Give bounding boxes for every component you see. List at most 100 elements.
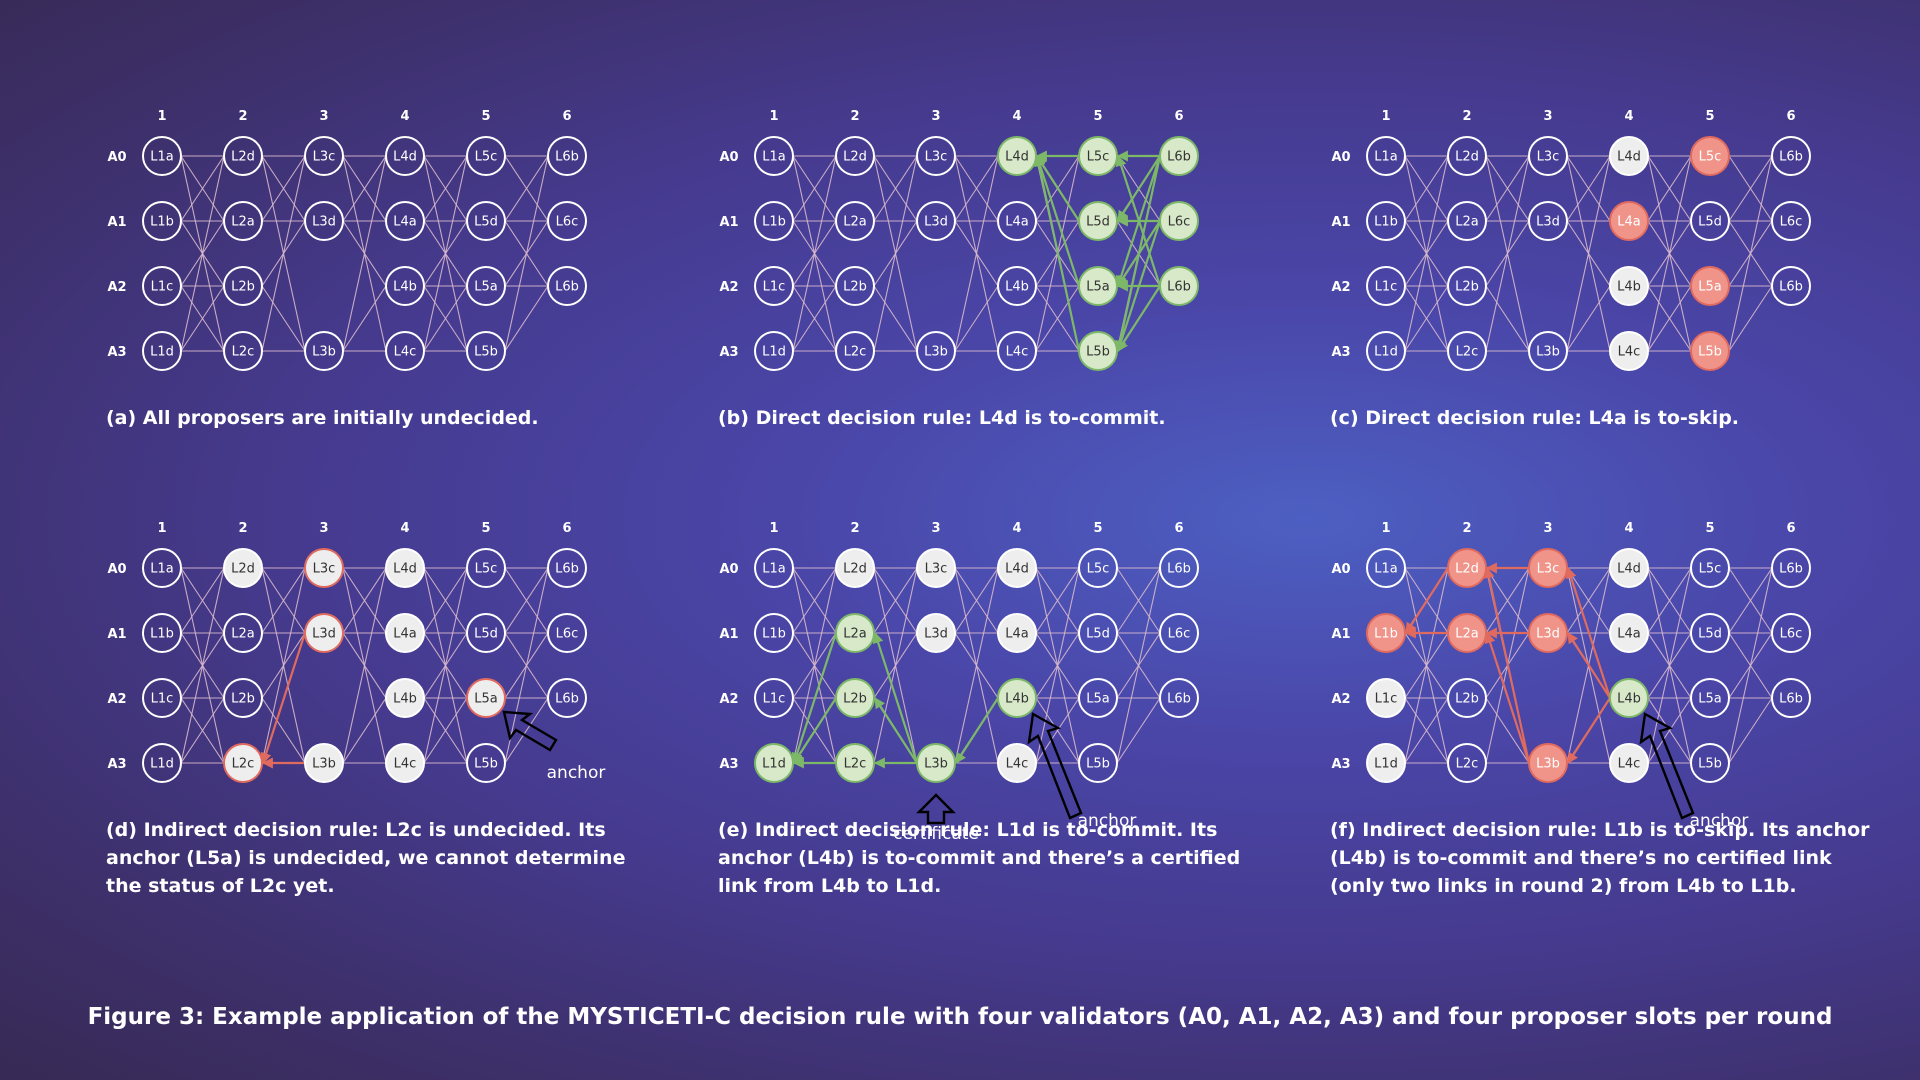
svg-text:L2d: L2d [843, 150, 867, 165]
node-l2a: L2a [223, 613, 263, 653]
svg-text:L4a: L4a [393, 627, 416, 642]
caption-e: (e) Indirect decision rule: L1d is to-co… [718, 816, 1240, 900]
dag-edge [1116, 567, 1161, 634]
svg-text:L4d: L4d [1617, 562, 1641, 577]
round-label: 2 [850, 109, 859, 124]
node-l6b: L6b [1771, 678, 1811, 718]
edge-group [792, 155, 1161, 352]
dag-edge [342, 697, 387, 764]
svg-text:L5d: L5d [1698, 215, 1722, 230]
caption-line: the status of L2c yet. [106, 875, 335, 897]
svg-text:L4c: L4c [394, 757, 417, 772]
node-l1c: L1c [754, 266, 794, 306]
validator-label: A3 [719, 757, 738, 772]
svg-text:L1c: L1c [151, 692, 174, 707]
svg-text:L5b: L5b [474, 345, 498, 360]
node-l3b: L3b [916, 331, 956, 371]
node-l2b: L2b [1447, 678, 1487, 718]
node-l1a: L1a [142, 136, 182, 176]
node-l6c: L6c [1159, 613, 1199, 653]
dag-edge [261, 285, 306, 352]
node-l3d: L3d [1528, 613, 1568, 653]
dag-edge [504, 567, 549, 634]
svg-text:L5b: L5b [1698, 757, 1722, 772]
svg-text:L4a: L4a [1005, 215, 1028, 230]
node-l3c: L3c [916, 136, 956, 176]
node-l3c: L3c [1528, 548, 1568, 588]
node-l1d: L1d [142, 743, 182, 783]
validator-label: A2 [1331, 692, 1350, 707]
highlight-edge [1484, 631, 1531, 764]
highlight-edge [260, 632, 307, 765]
round-label: 6 [1174, 109, 1183, 124]
svg-text:L3d: L3d [312, 627, 336, 642]
node-l3c: L3c [304, 548, 344, 588]
svg-text:L5a: L5a [1698, 280, 1721, 295]
node-l5b: L5b [1690, 331, 1730, 371]
round-label: 4 [1624, 521, 1633, 536]
validator-label: A0 [1331, 562, 1350, 577]
node-l5a: L5a [1078, 266, 1118, 306]
validator-label: A1 [107, 215, 126, 230]
svg-text:L1d: L1d [150, 757, 174, 772]
node-l2a: L2a [835, 201, 875, 241]
caption-d: (d) Indirect decision rule: L2c is undec… [106, 816, 625, 900]
svg-text:L1a: L1a [1374, 562, 1397, 577]
node-l2a: L2a [1447, 613, 1487, 653]
node-l2b: L2b [223, 678, 263, 718]
anchor-label: anchor [1078, 811, 1137, 831]
node-l4b: L4b [997, 678, 1037, 718]
node-l4a: L4a [385, 613, 425, 653]
node-l2a: L2a [1447, 201, 1487, 241]
node-l6b: L6b [547, 548, 587, 588]
panel-f: 1 2 3 4 5 6 A0 A1 A2 A3 L1a L1b L1c L1d L2d L2a L2b L2c L3… [1331, 521, 1811, 831]
svg-text:L4b: L4b [1005, 692, 1029, 707]
dag-edge [1404, 155, 1449, 222]
dag-edge [180, 697, 225, 764]
round-label: 2 [238, 521, 247, 536]
round-label: 2 [1462, 521, 1471, 536]
node-l3b: L3b [1528, 331, 1568, 371]
svg-text:L5a: L5a [474, 280, 497, 295]
svg-text:L6c: L6c [556, 627, 579, 642]
svg-text:L5d: L5d [474, 215, 498, 230]
node-l2c: L2c [835, 331, 875, 371]
validator-label: A3 [719, 345, 738, 360]
dag-edge [1647, 567, 1692, 634]
svg-text:L3b: L3b [1536, 757, 1560, 772]
svg-text:L1b: L1b [1374, 627, 1398, 642]
dag-edge [1647, 155, 1692, 352]
svg-text:L5a: L5a [1086, 692, 1109, 707]
dag-edge [792, 567, 837, 634]
dag-edge [1566, 155, 1611, 222]
round-label: 1 [157, 521, 166, 536]
highlight-edge [955, 697, 999, 764]
round-label: 2 [1462, 109, 1471, 124]
svg-text:L3d: L3d [1536, 627, 1560, 642]
round-label: 3 [931, 109, 940, 124]
dag-edge [1404, 285, 1449, 352]
svg-text:L2d: L2d [1455, 150, 1479, 165]
svg-text:L4c: L4c [394, 345, 417, 360]
dag-edge [1728, 220, 1773, 287]
node-l6c: L6c [547, 613, 587, 653]
svg-text:L2d: L2d [1455, 562, 1479, 577]
round-label: 1 [157, 109, 166, 124]
panel-a: 1 2 3 4 5 6 A0 A1 A2 A3 L1a L1b L1c L1d L2d L2a L2b L2c L3… [107, 109, 587, 371]
svg-text:L2b: L2b [1455, 692, 1479, 707]
panel-b: 1 2 3 4 5 6 A0 A1 A2 A3 L1a L1b L1c L1d L2d L2a L2b L2c L3… [719, 109, 1199, 371]
svg-text:L6b: L6b [1167, 280, 1191, 295]
caption-line: (b) Direct decision rule: L4d is to-comm… [718, 407, 1166, 429]
node-l5d: L5d [466, 613, 506, 653]
svg-text:L6b: L6b [555, 280, 579, 295]
svg-text:L2d: L2d [231, 562, 255, 577]
svg-text:L1b: L1b [150, 627, 174, 642]
svg-text:L3b: L3b [924, 757, 948, 772]
node-l4c: L4c [1609, 331, 1649, 371]
node-l2d: L2d [1447, 136, 1487, 176]
node-l6b: L6b [547, 266, 587, 306]
svg-text:L4a: L4a [1005, 627, 1028, 642]
dag-edge [504, 697, 549, 764]
round-label: 6 [562, 109, 571, 124]
node-l3d: L3d [304, 613, 344, 653]
